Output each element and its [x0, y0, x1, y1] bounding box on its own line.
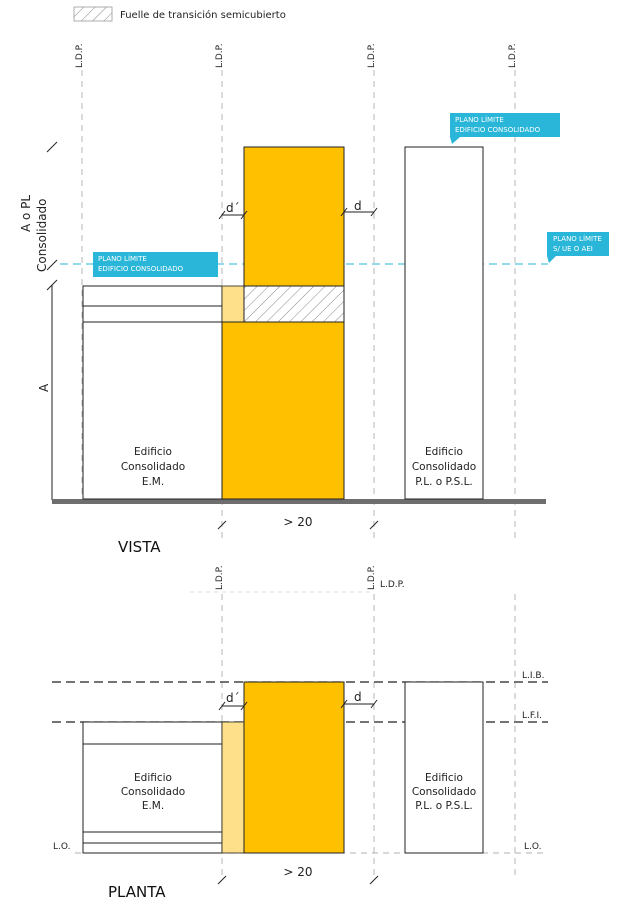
building-label: E.M. [142, 800, 164, 812]
building-label: Consolidado [121, 786, 185, 798]
planta-lib-line: L.I.B. [52, 671, 548, 683]
building-label: Consolidado [412, 461, 476, 473]
lib-label: L.I.B. [522, 671, 544, 681]
dim-width-label: > 20 [283, 865, 312, 879]
legend-hatch-swatch [73, 6, 113, 22]
callout-right-top: PLANO LÍMITE EDIFICIO CONSOLIDADO [450, 113, 560, 144]
planta-title: PLANTA [108, 883, 166, 901]
dim-d-prime-label: d´ [226, 691, 240, 705]
planta-ldp-labels: L.D.P. L.D.P. L.D.P. [215, 565, 405, 590]
planta-building-left: Edificio Consolidado E.M. [82, 721, 223, 854]
dim-d-label: d [354, 199, 362, 213]
callout-right-line1: PLANO LÍMITE [553, 234, 602, 243]
ground-line [52, 499, 546, 504]
ldp-label: L.D.P. [367, 565, 377, 590]
building-label: Edificio [134, 446, 172, 458]
planta-dim-d: d [340, 690, 378, 709]
axis-height-label: A [37, 383, 51, 392]
callout-right-line2: S/ UE O AEI [553, 245, 593, 253]
legend-label: Fuelle de transición semicubierto [120, 9, 286, 21]
ldp-label-extra: L.D.P. [380, 580, 405, 590]
planta-bellows-strip [221, 721, 245, 854]
ldp-label: L.D.P. [75, 43, 85, 68]
vista-building-left: Edificio Consolidado E.M. [82, 285, 223, 500]
planta-dim-width: > 20 [217, 865, 379, 885]
vista-building-right: Edificio Consolidado P.L. o P.S.L. [404, 146, 484, 500]
vista-title: VISTA [118, 538, 161, 556]
vista-building-center [221, 146, 345, 500]
vista-dim-width: > 20 [217, 515, 379, 530]
callout-left: PLANO LÍMITE EDIFICIO CONSOLIDADO [93, 252, 218, 277]
callout-left-line1: PLANO LÍMITE [98, 254, 147, 263]
building-label: Edificio [425, 772, 463, 784]
vista-dim-d: d [340, 199, 378, 217]
ldp-label: L.D.P. [508, 43, 518, 68]
building-label: P.L. o P.S.L. [415, 476, 473, 488]
planta-building-center [243, 681, 345, 854]
axis-top-label-2: Consolidado [35, 198, 49, 272]
dim-width-label: > 20 [283, 515, 312, 529]
callout-right: PLANO LÍMITE S/ UE O AEI [547, 232, 609, 263]
building-label: P.L. o P.S.L. [415, 800, 473, 812]
vista-dim-d-prime: d´ [218, 201, 248, 220]
vista-ldp-labels: L.D.P. L.D.P. L.D.P. L.D.P. [75, 43, 518, 68]
dim-d-prime-label: d´ [226, 201, 240, 215]
lo-left-label: L.O. [53, 842, 70, 852]
callout-right-top-line1: PLANO LÍMITE [455, 115, 504, 124]
lo-right-label: L.O. [524, 842, 541, 852]
callout-right-top-line2: EDIFICIO CONSOLIDADO [455, 126, 541, 134]
legend: Fuelle de transición semicubierto [73, 6, 286, 22]
ldp-label: L.D.P. [215, 565, 225, 590]
building-label: Edificio [425, 446, 463, 458]
building-label: E.M. [142, 476, 164, 488]
callout-left-line2: EDIFICIO CONSOLIDADO [98, 265, 184, 273]
building-label: Consolidado [121, 461, 185, 473]
ldp-label: L.D.P. [215, 43, 225, 68]
ldp-label: L.D.P. [367, 43, 377, 68]
axis-top-label-1: A o PL [19, 195, 33, 232]
vista-height-axis: A A o PL Consolidado [19, 141, 58, 500]
planta-dim-d-prime: d´ [218, 691, 248, 711]
dim-d-label: d [354, 690, 362, 704]
building-label: Consolidado [412, 786, 476, 798]
building-label: Edificio [134, 772, 172, 784]
vista-bellows-strip [221, 285, 245, 323]
planta-building-right: Edificio Consolidado P.L. o P.S.L. [404, 681, 484, 854]
lfi-label: L.F.I. [522, 711, 542, 721]
